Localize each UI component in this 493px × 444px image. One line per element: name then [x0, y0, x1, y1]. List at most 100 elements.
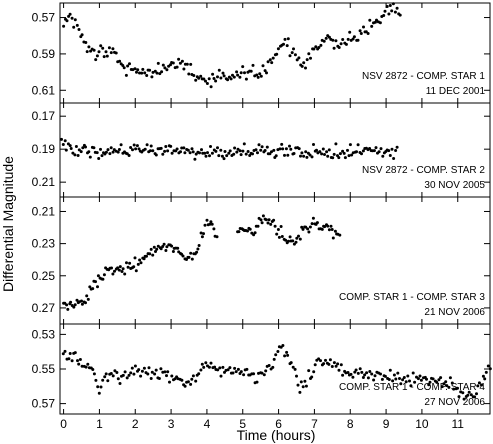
data-point — [256, 224, 260, 228]
y-tick-label: 0.53 — [32, 327, 56, 341]
data-point — [117, 148, 121, 151]
data-point — [312, 370, 316, 374]
data-point — [68, 352, 72, 355]
data-point — [264, 369, 268, 373]
data-point — [341, 149, 345, 153]
data-point — [259, 218, 263, 222]
data-point — [96, 274, 100, 278]
data-point — [92, 48, 96, 52]
data-point — [251, 63, 255, 67]
data-point — [390, 9, 394, 13]
data-point — [270, 61, 274, 65]
data-point — [199, 368, 203, 372]
data-point — [64, 148, 68, 152]
data-point — [263, 149, 267, 152]
data-point — [218, 366, 222, 370]
data-point — [105, 54, 109, 58]
data-point — [219, 374, 223, 378]
data-point — [142, 257, 146, 261]
data-point — [123, 370, 127, 374]
data-point — [300, 151, 304, 155]
data-point — [97, 157, 101, 160]
data-point — [75, 23, 79, 27]
data-point — [406, 374, 410, 378]
data-point — [101, 277, 105, 281]
data-point — [334, 142, 338, 146]
data-point — [300, 225, 304, 229]
panel-label-date: 27 NOV 2006 — [424, 397, 485, 408]
data-point — [347, 154, 351, 158]
data-point — [118, 265, 122, 269]
data-point — [339, 363, 343, 367]
data-point — [216, 146, 219, 150]
data-point — [208, 154, 211, 158]
data-point — [96, 385, 100, 389]
data-point — [137, 147, 141, 151]
y-tick-label: 0.59 — [32, 47, 56, 61]
data-point — [408, 379, 411, 383]
data-point — [323, 225, 327, 229]
data-point — [135, 144, 139, 148]
data-point — [197, 372, 201, 376]
data-point — [387, 149, 391, 153]
data-point — [163, 149, 167, 153]
data-point — [236, 367, 240, 371]
data-point — [136, 68, 140, 72]
data-point — [348, 30, 352, 34]
data-point — [161, 245, 165, 248]
data-point — [356, 38, 360, 42]
data-point — [208, 222, 212, 226]
data-point — [155, 71, 159, 75]
data-point — [121, 267, 125, 271]
data-point — [261, 64, 265, 68]
data-point — [295, 58, 299, 62]
data-point — [77, 28, 81, 31]
data-point — [111, 272, 115, 276]
data-point — [190, 147, 194, 151]
data-point — [102, 55, 106, 59]
data-point — [133, 364, 137, 368]
data-point — [306, 227, 310, 231]
data-point — [132, 143, 136, 147]
data-point — [99, 44, 103, 48]
data-point — [361, 376, 365, 379]
y-tick-label: 0.17 — [32, 109, 56, 123]
data-point — [70, 359, 74, 363]
data-point — [154, 153, 158, 157]
y-tick-label: 0.55 — [32, 362, 56, 376]
y-tick-label: 0.57 — [32, 11, 56, 25]
data-point — [279, 225, 283, 228]
data-point — [272, 357, 276, 361]
data-point — [202, 232, 205, 236]
data-point — [327, 228, 331, 232]
data-point — [418, 374, 422, 378]
data-point — [322, 39, 326, 43]
data-point — [106, 379, 110, 383]
data-point — [228, 366, 232, 370]
data-point — [315, 221, 319, 225]
data-point — [87, 150, 91, 154]
data-point — [346, 371, 350, 374]
data-point — [81, 146, 85, 150]
data-point — [169, 144, 173, 148]
data-point — [292, 47, 295, 51]
data-point — [342, 151, 346, 155]
data-point — [78, 358, 82, 361]
data-point — [337, 46, 341, 49]
data-point — [121, 64, 125, 67]
data-point — [159, 146, 163, 150]
data-point — [296, 383, 300, 387]
data-point — [270, 150, 273, 154]
data-point — [187, 255, 191, 259]
data-point — [233, 366, 237, 370]
data-point — [338, 233, 342, 237]
data-point — [290, 51, 294, 55]
data-point — [488, 367, 492, 371]
data-point — [368, 18, 372, 22]
panel-4: 0.53 0.55 0.57 COMP. STAR 1 - COMP. STAR 4 2… — [32, 323, 492, 415]
data-point — [404, 380, 408, 384]
data-point — [336, 362, 340, 366]
data-point — [150, 370, 154, 374]
data-point — [284, 147, 288, 151]
data-point — [245, 367, 249, 371]
